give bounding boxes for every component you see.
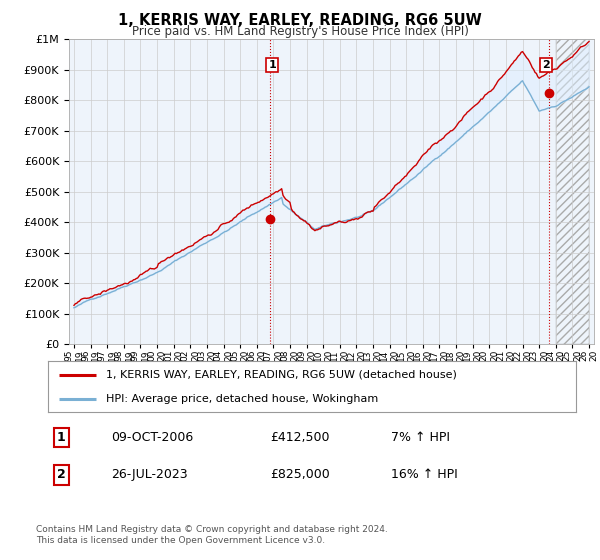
Text: 26-JUL-2023: 26-JUL-2023 xyxy=(112,468,188,482)
Text: 2: 2 xyxy=(57,468,65,482)
Text: Price paid vs. HM Land Registry's House Price Index (HPI): Price paid vs. HM Land Registry's House … xyxy=(131,25,469,38)
Text: 7% ↑ HPI: 7% ↑ HPI xyxy=(391,431,450,444)
Text: £412,500: £412,500 xyxy=(270,431,329,444)
Text: 1: 1 xyxy=(57,431,65,444)
Text: £825,000: £825,000 xyxy=(270,468,329,482)
Text: Contains HM Land Registry data © Crown copyright and database right 2024.
This d: Contains HM Land Registry data © Crown c… xyxy=(36,525,388,545)
Text: 1, KERRIS WAY, EARLEY, READING, RG6 5UW (detached house): 1, KERRIS WAY, EARLEY, READING, RG6 5UW … xyxy=(106,370,457,380)
Text: HPI: Average price, detached house, Wokingham: HPI: Average price, detached house, Woki… xyxy=(106,394,379,404)
Text: 16% ↑ HPI: 16% ↑ HPI xyxy=(391,468,458,482)
Text: 2: 2 xyxy=(542,60,550,70)
Text: 1, KERRIS WAY, EARLEY, READING, RG6 5UW: 1, KERRIS WAY, EARLEY, READING, RG6 5UW xyxy=(118,13,482,29)
Text: 1: 1 xyxy=(268,60,276,70)
Text: 09-OCT-2006: 09-OCT-2006 xyxy=(112,431,194,444)
